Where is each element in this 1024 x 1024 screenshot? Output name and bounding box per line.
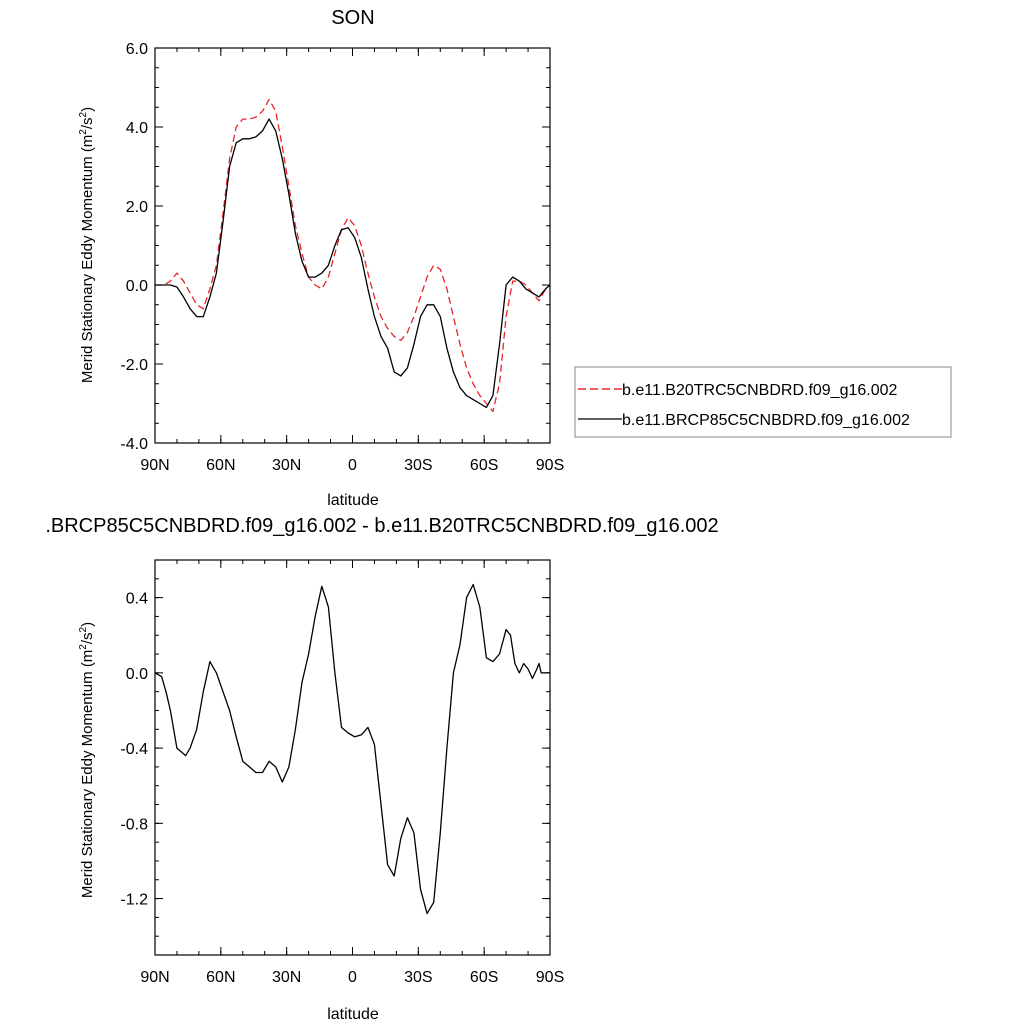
series-line (155, 98, 551, 413)
legend-box (574, 366, 952, 438)
y-label-sup: 2 (78, 644, 89, 650)
bottom-chart-x-axis-label: latitude (327, 1006, 379, 1023)
y-label-sup: 2 (78, 129, 89, 135)
y-label-sup: 2 (78, 626, 89, 632)
x-tick-label: 0 (348, 969, 357, 986)
series-line (154, 583, 550, 915)
y-label-main: Merid Stationary Eddy Momentum (m (79, 650, 96, 898)
top-chart-legend: b.e11.B20TRC5CNBDRD.f09_g16.002 b.e11.BR… (574, 366, 952, 438)
y-label-mid: /s (79, 632, 96, 644)
legend-label: b.e11.B20TRC5CNBDRD.f09_g16.002 (622, 382, 898, 399)
y-tick-label: 2.0 (126, 199, 148, 216)
y-tick-label: -0.8 (120, 816, 148, 833)
y-label-main: Merid Stationary Eddy Momentum (m (79, 135, 96, 383)
x-tick-label: 60N (206, 457, 235, 474)
y-tick-label: -1.2 (120, 892, 148, 909)
y-tick-label: 6.0 (126, 41, 148, 58)
y-tick-label: 0.4 (126, 591, 148, 608)
top-chart-panel: SON latitude Merid Stationary Eddy Momen… (78, 7, 952, 509)
y-tick-label: 0.0 (126, 278, 148, 295)
bottom-chart-panel: .BRCP85C5CNBDRD.f09_g16.002 - b.e11.B20T… (45, 515, 718, 1023)
plot-area: 0.4 0.0 -0.4 -0.8 -1.2 90N 60N 30N 0 30S 60S 90S (120, 559, 564, 986)
y-tick-label: -4.0 (120, 436, 148, 453)
bottom-chart-title: .BRCP85C5CNBDRD.f09_g16.002 - b.e11.B20T… (45, 515, 718, 537)
top-chart-y-axis-label: Merid Stationary Eddy Momentum (m2/s2) (78, 107, 96, 383)
x-tick-label: 30S (404, 969, 432, 986)
y-tick-label: -2.0 (120, 357, 148, 374)
legend-label: b.e11.BRCP85C5CNBDRD.f09_g16.002 (622, 412, 910, 429)
plot-frame (154, 559, 551, 956)
x-tick-label: 90S (536, 457, 564, 474)
top-chart-x-axis-label: latitude (327, 492, 379, 509)
x-tick-label: 60S (470, 969, 498, 986)
y-tick-label: 0.0 (126, 666, 148, 683)
top-chart-title: SON (331, 7, 374, 29)
y-label-end: ) (79, 622, 96, 627)
x-tick-label: 30S (404, 457, 432, 474)
x-tick-label: 30N (272, 969, 301, 986)
x-tick-label: 60S (470, 457, 498, 474)
x-tick-label: 90S (536, 969, 564, 986)
x-tick-label: 90N (140, 969, 169, 986)
plot-frame (154, 47, 551, 444)
y-label-mid: /s (79, 117, 96, 129)
x-tick-label: 0 (348, 457, 357, 474)
y-tick-label: -0.4 (120, 741, 148, 758)
series-line (155, 118, 551, 409)
x-tick-label: 30N (272, 457, 301, 474)
y-tick-label: 4.0 (126, 120, 148, 137)
plot-area: 6.0 4.0 2.0 0.0 -2.0 -4.0 90N 60N 30N 0 30S 60S 90S (120, 41, 564, 474)
x-tick-label: 60N (206, 969, 235, 986)
y-label-sup: 2 (78, 111, 89, 117)
bottom-chart-y-axis-label: Merid Stationary Eddy Momentum (m2/s2) (78, 622, 96, 898)
y-label-end: ) (79, 107, 96, 112)
x-tick-label: 90N (140, 457, 169, 474)
